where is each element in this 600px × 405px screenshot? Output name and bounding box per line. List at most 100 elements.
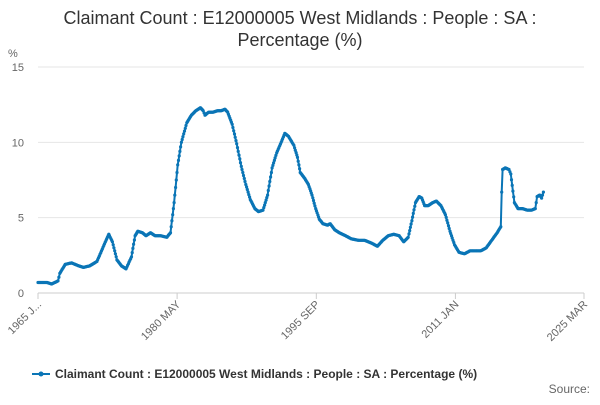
data-point[interactable] [510, 183, 514, 187]
data-point[interactable] [246, 190, 250, 194]
data-point[interactable] [266, 193, 270, 197]
data-point[interactable] [295, 153, 299, 157]
data-point[interactable] [172, 201, 176, 205]
data-point[interactable] [270, 166, 274, 170]
data-point[interactable] [409, 222, 413, 226]
data-point[interactable] [406, 235, 410, 239]
data-point[interactable] [411, 211, 415, 215]
data-point[interactable] [274, 153, 278, 157]
data-point[interactable] [177, 154, 181, 158]
data-point[interactable] [132, 238, 136, 242]
data-point[interactable] [234, 139, 238, 143]
data-point[interactable] [169, 225, 173, 229]
data-point[interactable] [114, 255, 118, 259]
data-point[interactable] [446, 224, 451, 228]
data-point[interactable] [272, 158, 276, 162]
data-point[interactable] [540, 196, 544, 200]
data-point[interactable] [113, 252, 117, 256]
data-point[interactable] [411, 215, 415, 219]
data-point[interactable] [233, 135, 237, 139]
data-point[interactable] [533, 207, 537, 211]
data-point[interactable] [408, 225, 412, 229]
data-point[interactable] [170, 219, 174, 223]
data-point[interactable] [129, 255, 134, 259]
data-point[interactable] [262, 206, 266, 210]
data-point[interactable] [269, 170, 273, 175]
data-point[interactable] [499, 225, 503, 229]
data-point[interactable] [130, 251, 134, 255]
data-point[interactable] [179, 140, 183, 144]
data-point[interactable] [444, 215, 448, 219]
data-point[interactable] [261, 208, 265, 212]
data-point[interactable] [174, 185, 178, 190]
data-point[interactable] [273, 156, 277, 160]
data-point[interactable] [272, 161, 276, 165]
data-point[interactable] [295, 155, 300, 159]
data-point[interactable] [445, 218, 449, 222]
data-point[interactable] [131, 246, 135, 250]
data-point[interactable] [181, 135, 185, 139]
data-point[interactable] [265, 196, 269, 200]
data-point[interactable] [244, 182, 248, 187]
data-point[interactable] [171, 213, 175, 217]
data-point[interactable] [534, 201, 538, 205]
data-point[interactable] [269, 175, 273, 179]
data-point[interactable] [297, 163, 301, 167]
data-point[interactable] [183, 126, 187, 130]
data-point[interactable] [132, 242, 136, 246]
data-point[interactable] [293, 148, 297, 152]
data-point[interactable] [263, 203, 267, 207]
data-point[interactable] [247, 193, 251, 197]
data-point[interactable] [179, 145, 183, 149]
data-point[interactable] [182, 132, 186, 136]
data-point[interactable] [310, 193, 314, 197]
data-point[interactable] [241, 170, 245, 175]
data-point[interactable] [443, 213, 447, 217]
data-point[interactable] [541, 190, 546, 194]
data-point[interactable] [239, 164, 243, 168]
data-point[interactable] [500, 190, 504, 194]
data-point[interactable] [178, 149, 182, 153]
data-point[interactable] [235, 142, 239, 146]
data-point[interactable] [238, 161, 243, 165]
data-point[interactable] [182, 129, 187, 133]
data-point[interactable] [446, 221, 450, 225]
data-point[interactable] [56, 279, 60, 283]
data-point[interactable] [230, 122, 234, 126]
data-point[interactable] [243, 179, 247, 184]
data-point[interactable] [264, 198, 268, 202]
data-point[interactable] [509, 178, 514, 182]
data-point[interactable] [511, 189, 515, 193]
data-point[interactable] [412, 208, 416, 212]
data-point[interactable] [57, 275, 61, 279]
data-point[interactable] [447, 226, 451, 231]
data-point[interactable] [245, 185, 249, 189]
data-point[interactable] [232, 129, 236, 133]
data-point[interactable] [268, 179, 272, 184]
data-point[interactable] [407, 232, 411, 236]
data-point[interactable] [540, 193, 545, 197]
data-point[interactable] [413, 204, 417, 208]
data-point[interactable] [312, 201, 316, 205]
data-point[interactable] [311, 198, 316, 203]
data-point[interactable] [267, 184, 271, 188]
data-point[interactable] [168, 231, 173, 235]
data-point[interactable] [184, 123, 188, 128]
data-point[interactable] [242, 176, 246, 181]
data-point[interactable] [174, 178, 178, 182]
data-point[interactable] [509, 172, 513, 176]
data-point[interactable] [240, 167, 244, 172]
data-point[interactable] [245, 187, 249, 192]
data-point[interactable] [176, 163, 180, 167]
data-point[interactable] [241, 173, 246, 178]
data-point[interactable] [236, 149, 240, 153]
data-point[interactable] [175, 170, 179, 175]
data-point[interactable] [231, 125, 235, 130]
data-point[interactable] [313, 204, 317, 208]
data-point[interactable] [232, 132, 237, 136]
data-point[interactable] [111, 243, 115, 247]
data-point[interactable] [298, 167, 302, 171]
data-point[interactable] [293, 146, 297, 150]
data-point[interactable] [266, 188, 270, 193]
data-point[interactable] [292, 143, 296, 147]
